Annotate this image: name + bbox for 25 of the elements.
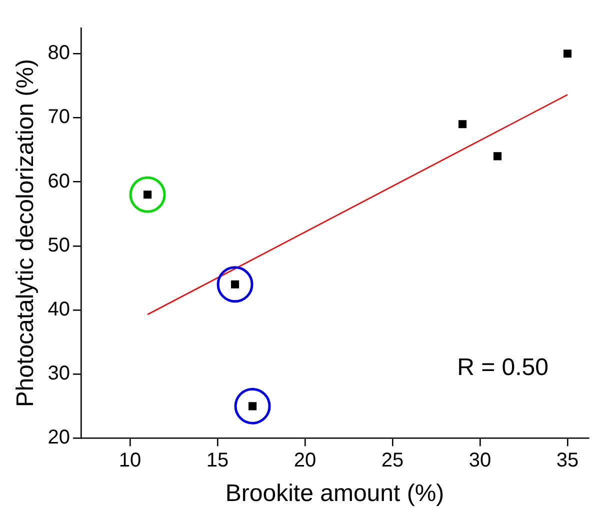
y-tick-label: 70: [48, 106, 70, 128]
point: [458, 120, 467, 128]
x-tick-label: 15: [206, 450, 229, 472]
y-tick-label: 30: [48, 362, 70, 385]
x-tick-label: 10: [118, 450, 142, 472]
y-axis-title: Photocatalytic decolorization (%): [12, 59, 40, 408]
x-tick-label: 30: [468, 450, 492, 472]
point: [144, 190, 152, 199]
annotation: R = 0.50: [457, 354, 548, 381]
y-tick-label: 60: [48, 170, 70, 192]
point: [216, 266, 254, 303]
x-tick-label: 20: [294, 450, 316, 472]
y-tick-label: 20: [48, 426, 70, 449]
y-tick-label: 80: [48, 42, 70, 64]
point: [230, 280, 240, 288]
x-tick-label: 25: [381, 450, 404, 472]
point: [129, 176, 166, 213]
point: [248, 402, 257, 410]
point: [234, 388, 271, 424]
y-tick-label: 40: [48, 298, 70, 321]
point: [493, 152, 502, 160]
point: [563, 50, 572, 58]
x-axis-title: Brookite amount (%): [225, 480, 444, 508]
x-tick-label: 35: [556, 450, 579, 472]
y-tick-label: 50: [48, 234, 70, 256]
